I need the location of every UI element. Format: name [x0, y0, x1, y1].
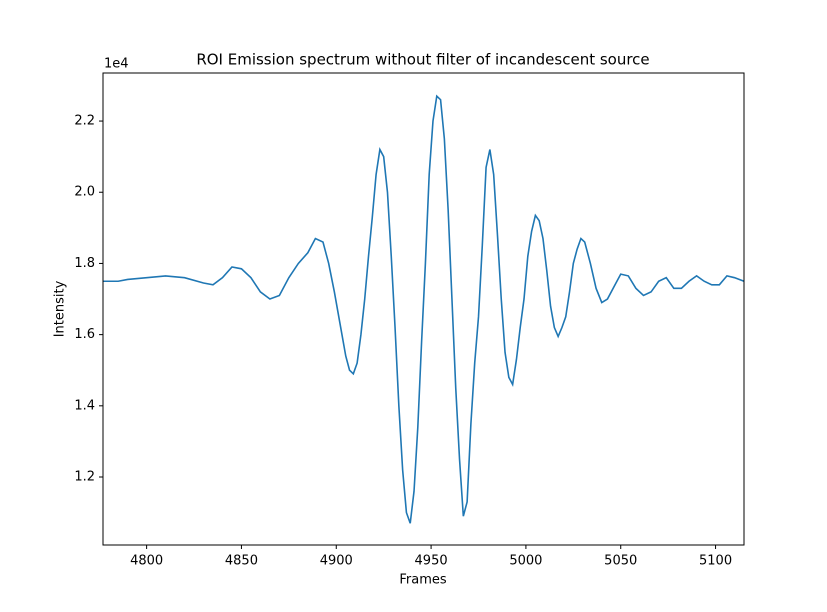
x-tick-label: 4950 — [415, 554, 448, 569]
y-tick-label: 2.0 — [74, 185, 95, 200]
x-tick-label: 4800 — [130, 554, 163, 569]
y-tick-label: 1.2 — [74, 470, 95, 485]
y-tick-label: 1.6 — [74, 327, 95, 342]
data-line — [103, 94, 744, 524]
y-tick-label: 1.8 — [74, 256, 95, 271]
y-tick-label: 2.2 — [74, 114, 95, 129]
plot-frame — [102, 72, 745, 546]
x-tick-label: 5100 — [699, 554, 732, 569]
y-axis-label: Intensity — [53, 280, 68, 337]
x-axis-label: Frames — [399, 573, 447, 588]
x-tick-label: 5050 — [604, 554, 637, 569]
x-tick-label: 4850 — [225, 554, 258, 569]
x-tick-label: 5000 — [509, 554, 542, 569]
x-tick-label: 4900 — [320, 554, 353, 569]
y-tick-label: 1.4 — [74, 398, 95, 413]
chart-title: ROI Emission spectrum without filter of … — [196, 51, 649, 69]
y-offset-label: 1e4 — [104, 57, 129, 72]
